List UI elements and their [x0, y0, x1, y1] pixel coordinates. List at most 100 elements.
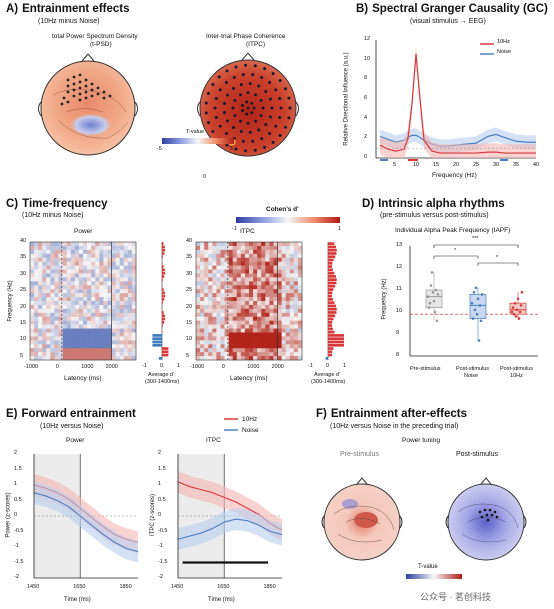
iapf-point — [472, 290, 476, 294]
electrode — [211, 130, 215, 134]
tf-cell — [103, 265, 108, 270]
tf-cell — [216, 245, 221, 251]
tf-cell — [42, 249, 47, 255]
iapf-point — [519, 304, 523, 307]
tf-cell — [38, 289, 43, 294]
tf-cell — [34, 352, 39, 357]
tf-cell — [220, 257, 225, 262]
tf-cell — [232, 301, 238, 306]
tf-cell — [297, 285, 303, 290]
tf-cell — [253, 277, 258, 282]
tf-cell — [273, 257, 278, 262]
tf-cell — [200, 297, 205, 302]
tf-ytick: 5 — [20, 352, 24, 359]
tf-cell — [38, 344, 43, 349]
tf-cell — [50, 348, 55, 353]
tf-cell — [30, 356, 35, 361]
tf-cell — [131, 257, 137, 262]
tf-cell — [62, 269, 67, 274]
tf-cell — [123, 308, 129, 314]
tf-cell — [293, 293, 299, 298]
tf-cell — [293, 356, 299, 361]
tf-cell — [224, 297, 229, 302]
tf-cell — [127, 332, 133, 337]
side-bar — [162, 255, 163, 259]
electrode — [246, 121, 250, 125]
tf-cell — [123, 344, 129, 349]
tf-cell — [42, 273, 47, 278]
tf-cell — [277, 308, 282, 314]
tf-cell — [115, 293, 120, 298]
tf-cell — [83, 316, 88, 321]
electrode — [214, 97, 218, 101]
tf-cell — [46, 324, 51, 329]
tf-cell — [220, 336, 225, 341]
fe-ytick-power: 0.5 — [14, 496, 22, 503]
tf-cell — [249, 332, 254, 337]
tf-cell — [74, 297, 80, 302]
electrode — [253, 148, 257, 152]
tf-cell — [261, 340, 266, 345]
gc-xtick: 20 — [453, 162, 460, 168]
electrode — [288, 106, 292, 110]
tf-cell — [285, 312, 291, 318]
electrode — [239, 82, 243, 86]
tf-cell — [111, 273, 116, 278]
tf-cell — [285, 336, 291, 341]
tf-cell — [220, 312, 225, 318]
tf-cell — [224, 304, 229, 310]
tf-cell — [115, 316, 120, 321]
tf-cell — [220, 308, 225, 314]
tf-cell — [46, 320, 51, 325]
tf-cell — [111, 257, 116, 262]
tf-cell — [78, 261, 84, 266]
side-bar — [328, 317, 334, 321]
tf-cell — [83, 285, 88, 290]
tf-cell — [285, 328, 291, 333]
tf-cell — [119, 332, 125, 337]
tf-cell — [78, 340, 84, 345]
tf-cell — [42, 308, 47, 314]
tf-cell — [257, 352, 262, 357]
tf-cell — [281, 301, 286, 306]
tf-cell — [265, 285, 270, 290]
panel-a-subtitle: (10Hz minus Noise) — [38, 18, 100, 25]
iapf-point — [477, 339, 481, 342]
tf-cell — [99, 273, 104, 278]
tf-cell — [293, 304, 299, 310]
tf-cell — [289, 281, 295, 286]
tf-cell — [204, 269, 209, 274]
tf-cell — [70, 344, 76, 349]
side-bar — [328, 288, 334, 291]
panel-c-subtitle: (10Hz minus Noise) — [22, 212, 84, 219]
tf-cell — [204, 297, 209, 302]
tf-cell — [119, 277, 125, 282]
tf-cell — [58, 316, 63, 321]
tf-cell — [249, 253, 254, 259]
tf-cell — [196, 285, 201, 290]
tf-cell — [87, 328, 92, 333]
tf-cell — [95, 265, 100, 270]
tf-cell — [78, 356, 84, 361]
tf-cell — [232, 245, 238, 251]
fe-xlabel-itpc: Time (ms) — [208, 597, 235, 603]
tf-cell — [253, 304, 258, 310]
tf-cell — [293, 273, 299, 278]
tf-cell — [196, 277, 201, 282]
tf-cell — [58, 257, 63, 262]
tf-cell — [95, 308, 100, 314]
tf-cell — [58, 356, 63, 361]
tf-cell — [196, 304, 201, 310]
tf-cell — [212, 281, 217, 286]
tf-cell — [224, 281, 229, 286]
tf-cell — [244, 344, 250, 349]
electrode — [274, 124, 278, 128]
tf-cell — [244, 293, 250, 298]
tf-cell — [297, 242, 303, 247]
iapf-point — [520, 290, 524, 294]
tf-cell — [83, 253, 88, 259]
tf-cell — [103, 285, 108, 290]
tf-cell — [127, 304, 133, 310]
tf-cell — [216, 261, 221, 266]
tf-cell — [34, 265, 39, 270]
